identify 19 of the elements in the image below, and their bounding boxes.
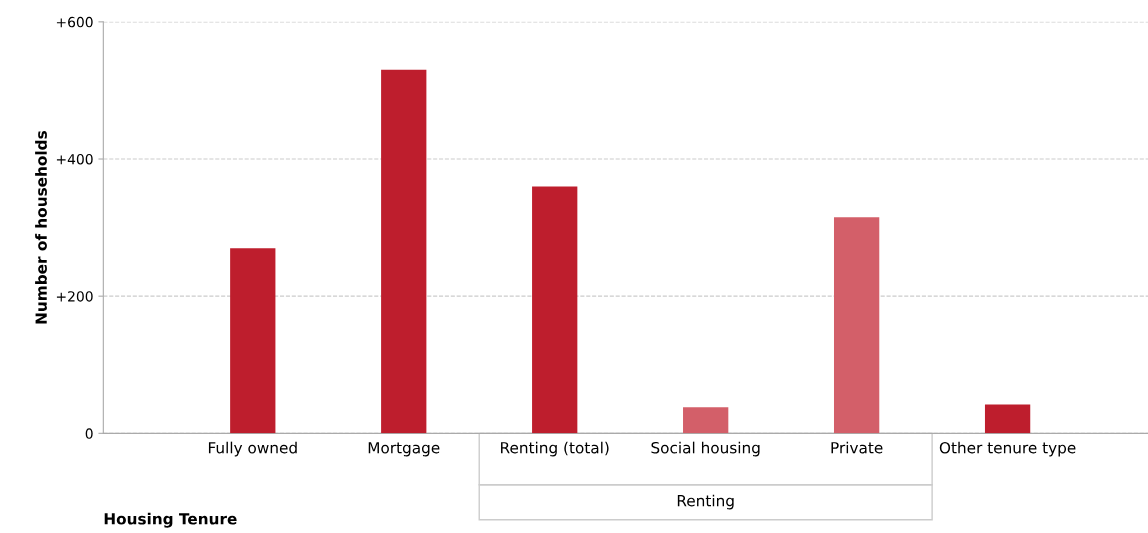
x-tick-label: Other tenure type xyxy=(939,441,1076,457)
y-tick-label: 0 xyxy=(85,428,93,439)
x-tick-label: Mortgage xyxy=(368,442,440,457)
x-tick-label: Social housing xyxy=(651,441,760,457)
y-tick-label: +200 xyxy=(56,291,93,302)
bar xyxy=(381,69,427,434)
x-tick-label: Private xyxy=(831,441,883,454)
x-axis-title: Housing Tenure xyxy=(104,512,237,528)
x-tick-label: Fully owned xyxy=(208,441,297,457)
y-axis-title: Number of households xyxy=(35,131,47,324)
bar xyxy=(984,404,1031,434)
bar xyxy=(833,217,880,434)
bar xyxy=(683,407,729,434)
bar xyxy=(532,186,578,434)
y-tick-label: +400 xyxy=(56,153,93,165)
y-tick-label: +600 xyxy=(56,16,93,28)
x-tick-label: Renting (total) xyxy=(501,441,609,457)
bar xyxy=(230,248,276,434)
text: Renting xyxy=(677,494,734,510)
